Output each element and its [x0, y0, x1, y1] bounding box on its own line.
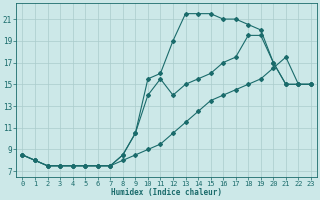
- X-axis label: Humidex (Indice chaleur): Humidex (Indice chaleur): [111, 188, 222, 197]
